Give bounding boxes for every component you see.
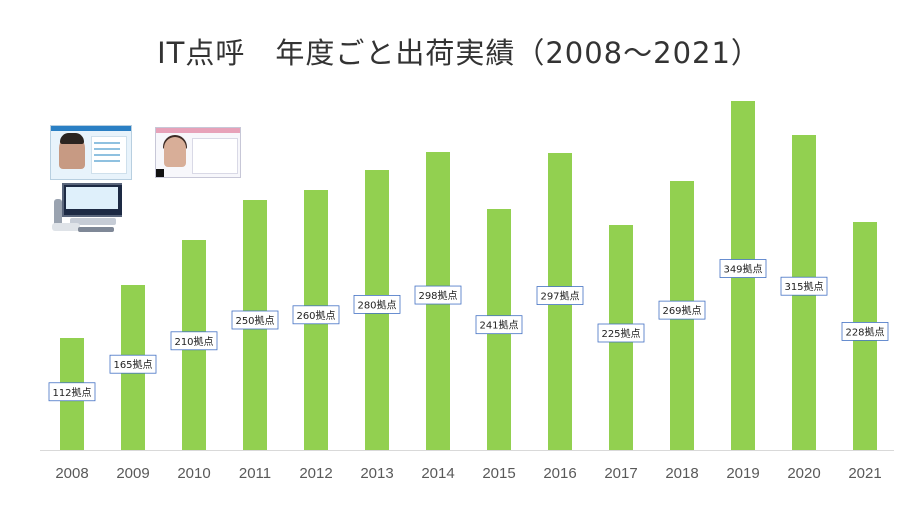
data-label-2008: 112拠点 bbox=[52, 386, 91, 399]
data-label-2015: 241拠点 bbox=[479, 319, 518, 332]
data-label-box-2014 bbox=[414, 285, 462, 305]
data-label-2020: 315拠点 bbox=[784, 280, 823, 293]
data-label-box-2012 bbox=[292, 305, 340, 325]
x-tick-label-2020: 2020 bbox=[787, 465, 820, 482]
data-label-2010: 210拠点 bbox=[174, 335, 213, 348]
data-label-box-2015 bbox=[475, 315, 523, 335]
x-tick-label-2010: 2010 bbox=[177, 465, 210, 482]
x-tick-label-2013: 2013 bbox=[360, 465, 393, 482]
operator-screen-thumbnail-1 bbox=[50, 125, 132, 180]
x-tick-label-2019: 2019 bbox=[726, 465, 759, 482]
x-tick-label-2009: 2009 bbox=[116, 465, 149, 482]
x-tick-label-2017: 2017 bbox=[604, 465, 637, 482]
x-tick-label-2015: 2015 bbox=[482, 465, 515, 482]
x-tick-label-2018: 2018 bbox=[665, 465, 698, 482]
data-label-box-2008 bbox=[48, 382, 96, 402]
data-label-box-2021 bbox=[841, 322, 889, 341]
data-label-2017: 225拠点 bbox=[601, 327, 640, 340]
x-tick-label-2021: 2021 bbox=[848, 465, 881, 482]
data-label-box-2018 bbox=[658, 300, 706, 320]
data-label-2019: 349拠点 bbox=[723, 263, 762, 276]
data-label-2014: 298拠点 bbox=[418, 289, 457, 302]
operator-screen-thumbnail-2 bbox=[155, 127, 241, 178]
data-label-2012: 260拠点 bbox=[296, 309, 335, 322]
data-label-2018: 269拠点 bbox=[662, 304, 701, 317]
data-label-box-2011 bbox=[231, 310, 279, 330]
data-label-box-2013 bbox=[353, 294, 401, 314]
data-label-box-2016 bbox=[536, 286, 584, 305]
data-label-2021: 228拠点 bbox=[845, 325, 884, 338]
data-label-2013: 280拠点 bbox=[357, 298, 396, 311]
x-tick-label-2016: 2016 bbox=[543, 465, 576, 482]
data-label-box-2017 bbox=[597, 323, 645, 343]
data-label-2011: 250拠点 bbox=[235, 314, 274, 327]
x-tick-label-2011: 2011 bbox=[239, 465, 271, 482]
device-thumbnail bbox=[52, 181, 122, 233]
data-label-box-2019 bbox=[719, 259, 767, 278]
data-label-box-2010 bbox=[170, 331, 218, 351]
data-label-2009: 165拠点 bbox=[113, 358, 152, 371]
x-tick-label-2012: 2012 bbox=[299, 465, 332, 482]
data-label-box-2020 bbox=[780, 276, 828, 296]
data-label-2016: 297拠点 bbox=[540, 290, 579, 303]
data-label-box-2009 bbox=[109, 354, 157, 374]
x-tick-label-2008: 2008 bbox=[55, 465, 88, 482]
x-tick-label-2014: 2014 bbox=[421, 465, 454, 482]
chart-title: IT点呼 年度ごと出荷実績（2008～2021） bbox=[157, 36, 761, 70]
